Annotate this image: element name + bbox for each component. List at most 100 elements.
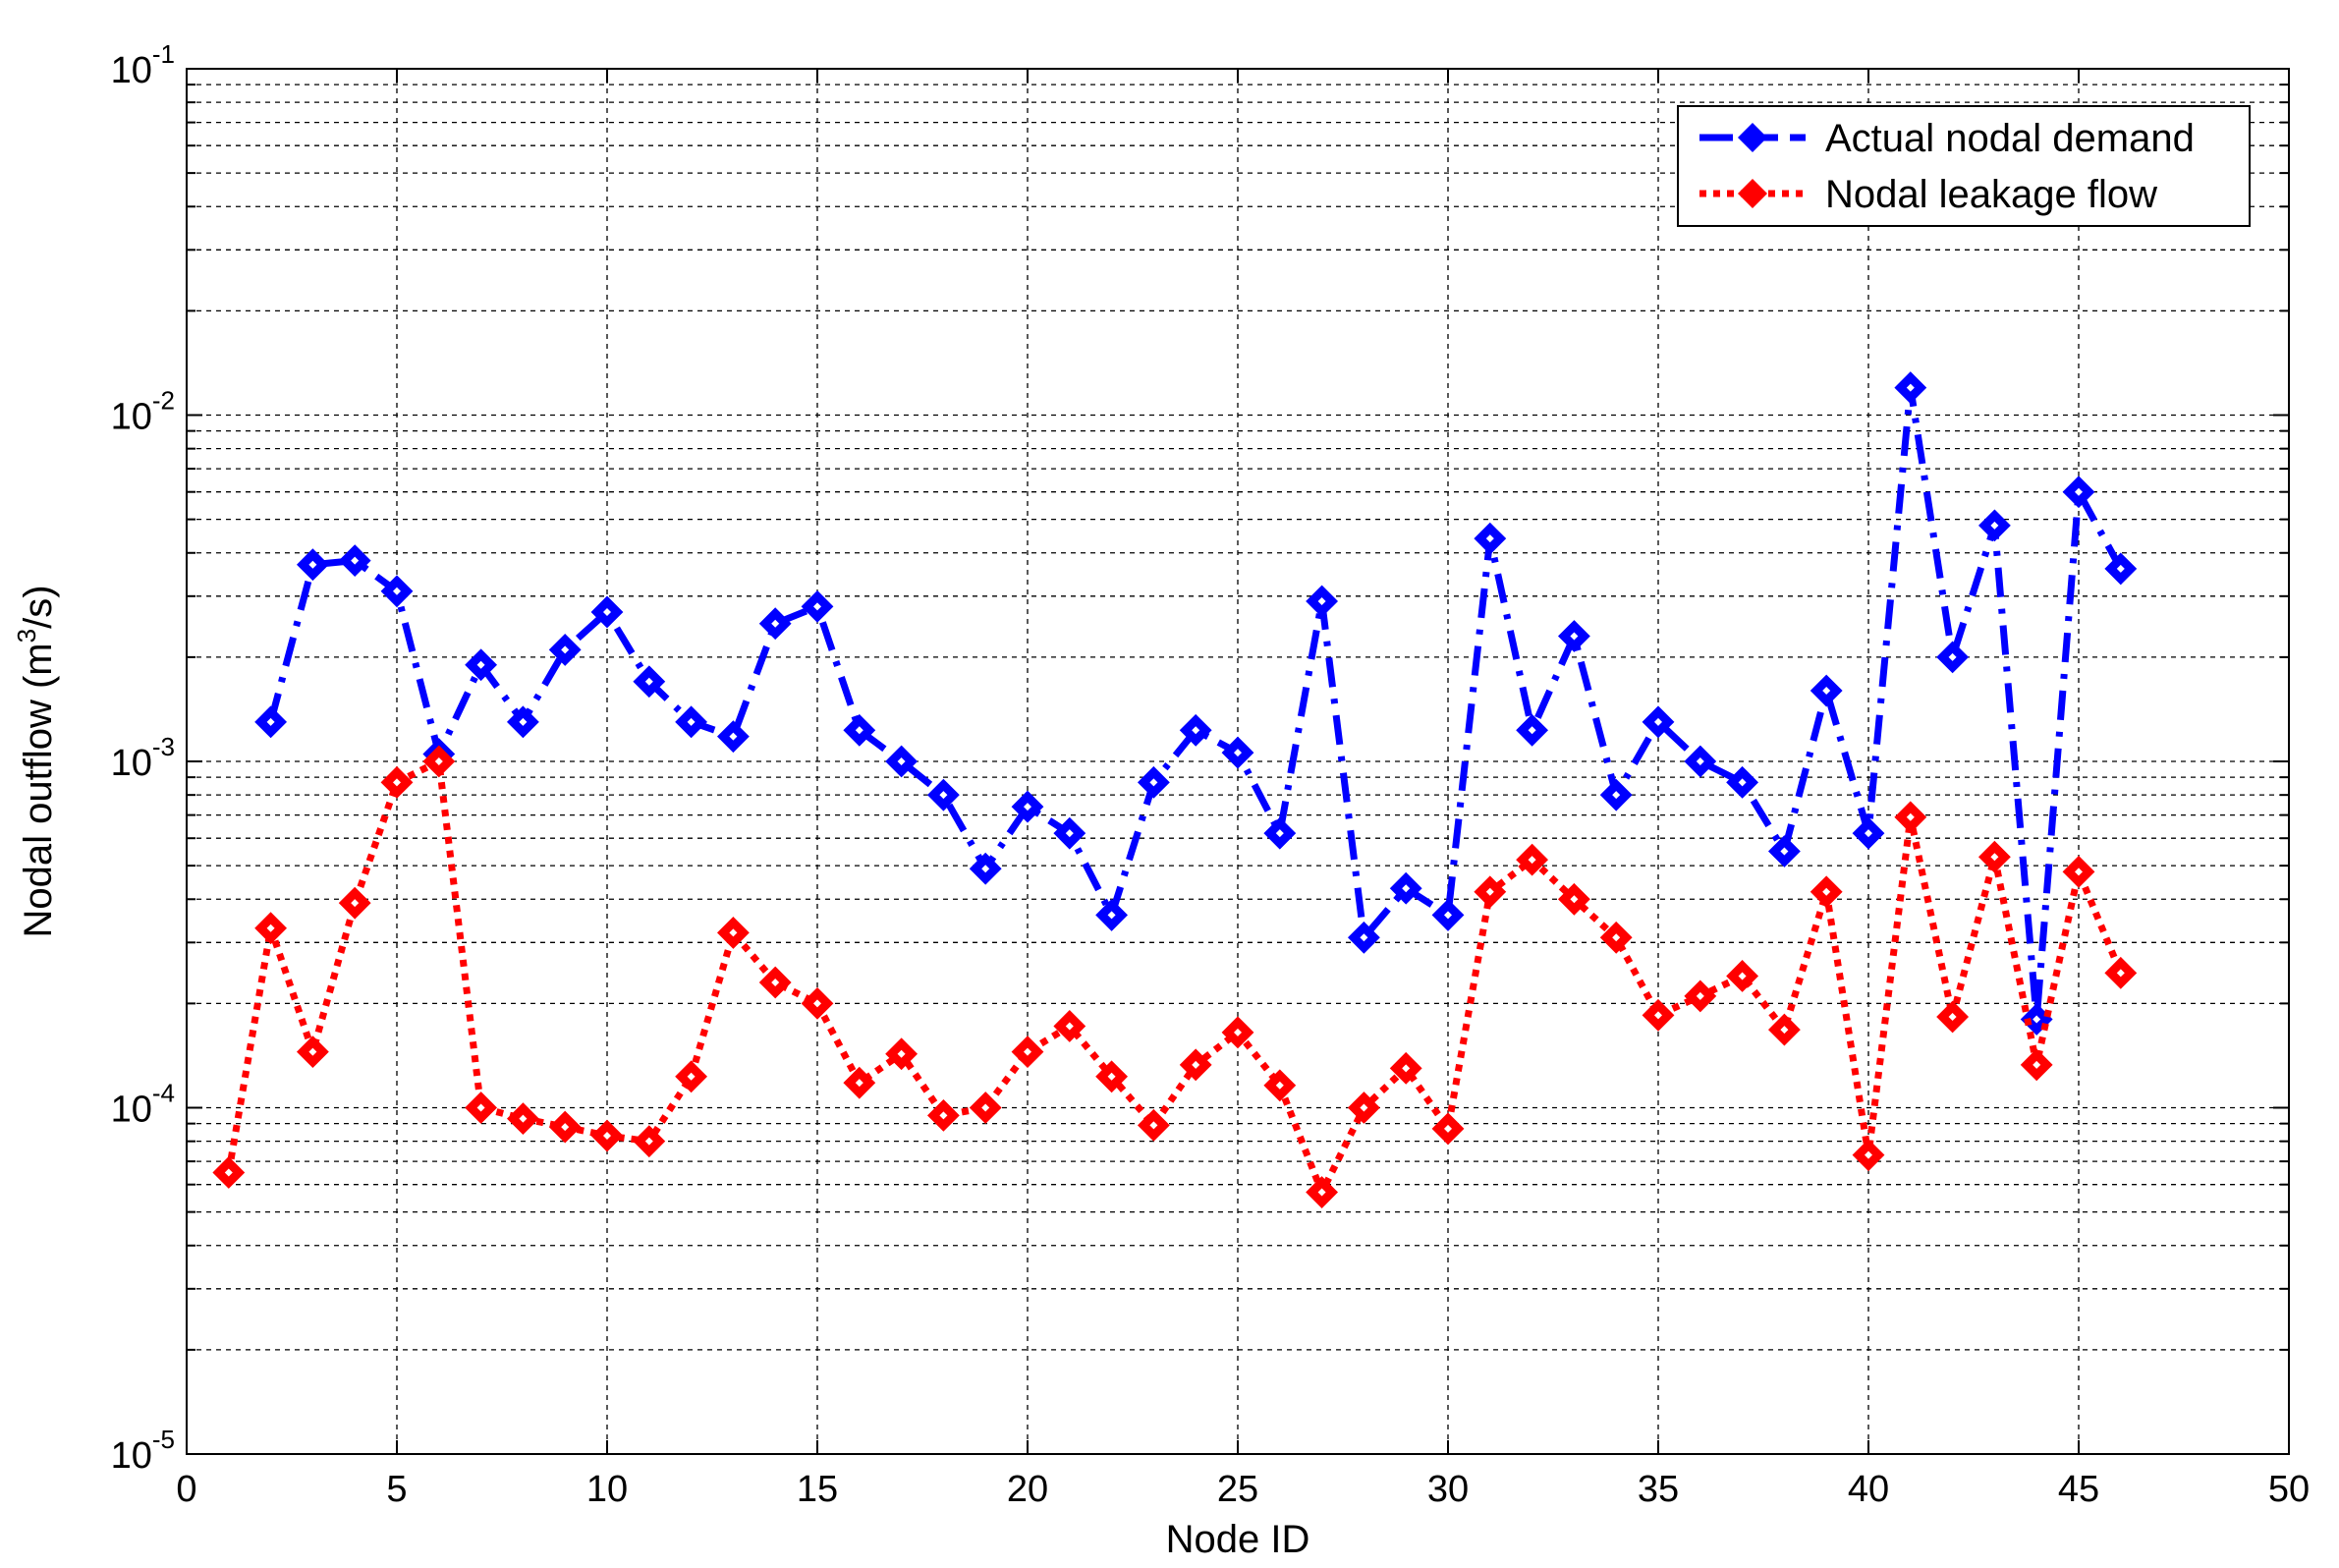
y-axis-label: Nodal outflow (m3/s): [12, 585, 60, 937]
x-tick-label: 45: [2058, 1469, 2099, 1510]
data-point-center: [476, 1103, 485, 1112]
series-layer: [212, 371, 2138, 1208]
data-point-center: [224, 1168, 233, 1177]
data-point-center: [1780, 1026, 1789, 1035]
data-point-center: [1990, 853, 1999, 862]
legend-entry-leakage-flow: Nodal leakage flow: [1825, 173, 2157, 216]
legend-entry-actual-demand: Actual nodal demand: [1825, 117, 2195, 160]
data-point-center: [1570, 895, 1579, 904]
y-axis-label-suffix: /s): [17, 585, 60, 628]
legend: Actual nodal demand Nodal leakage flow: [1677, 105, 2251, 227]
data-point-center: [1780, 847, 1789, 856]
data-point-center: [729, 732, 738, 741]
data-point-center: [1948, 652, 1957, 661]
y-tick-label: 10-3: [111, 732, 175, 784]
data-point-center: [2033, 1060, 2041, 1069]
data-point-center: [561, 1123, 570, 1132]
series-leakage-flow: [212, 745, 2138, 1208]
data-point-center: [1402, 1064, 1411, 1073]
data-point-center: [1275, 829, 1284, 838]
data-point-center: [1149, 1121, 1158, 1130]
data-point-center: [603, 1132, 611, 1141]
y-tick-label-base: 10: [111, 1435, 152, 1477]
data-point-center: [729, 928, 738, 937]
data-point-center: [1192, 726, 1200, 735]
data-point-center: [351, 556, 360, 565]
data-point-center: [1738, 778, 1747, 787]
data-point-center: [1528, 856, 1536, 865]
data-point-center: [1865, 829, 1872, 838]
data-point-center: [2116, 969, 2125, 978]
data-point-center: [351, 899, 360, 908]
legend-box: [1677, 105, 2251, 227]
data-point-center: [1275, 1081, 1284, 1090]
data-point-center: [1317, 1188, 1326, 1197]
data-point-center: [687, 717, 696, 726]
data-point-center: [1360, 1103, 1368, 1112]
data-point-center: [1192, 1060, 1200, 1069]
y-tick-label: 10-1: [111, 39, 175, 91]
data-point-center: [981, 865, 990, 873]
x-tick-label: 30: [1427, 1469, 1469, 1510]
data-point-center: [1444, 1124, 1452, 1133]
y-tick-label-base: 10: [111, 397, 152, 438]
data-point-center: [939, 1111, 948, 1120]
data-point-center: [1654, 717, 1662, 726]
data-point-center: [393, 778, 401, 787]
data-point-center: [1065, 1022, 1074, 1031]
data-point-center: [1024, 1047, 1031, 1056]
data-point-center: [1822, 887, 1831, 896]
series-actual-demand: [254, 371, 2138, 1036]
data-point-center: [308, 1047, 317, 1056]
data-point-center: [1444, 911, 1452, 920]
data-point-center: [1696, 757, 1704, 765]
data-point-center: [1065, 829, 1074, 838]
data-point-center: [1570, 632, 1579, 641]
x-tick-label: 15: [797, 1469, 838, 1510]
x-tick-label: 25: [1217, 1469, 1258, 1510]
data-point-center: [603, 607, 611, 616]
ticks: [186, 68, 2290, 1455]
data-point-center: [644, 677, 653, 686]
data-point-center: [813, 602, 821, 611]
data-point-center: [393, 587, 401, 595]
data-point-center: [1149, 778, 1158, 787]
data-point-center: [855, 726, 863, 735]
data-point-center: [266, 924, 275, 932]
data-point-center: [1360, 933, 1368, 942]
x-tick-label: 5: [386, 1469, 407, 1510]
data-point-center: [1865, 1150, 1872, 1159]
data-point-center: [308, 560, 317, 569]
series-line: [267, 384, 2124, 1023]
data-point-center: [1107, 1072, 1116, 1081]
data-point-center: [1906, 383, 1915, 392]
data-point-center: [771, 619, 780, 628]
data-point-center: [981, 1103, 990, 1112]
data-point-center: [1948, 1012, 1957, 1021]
data-point-center: [1822, 687, 1831, 696]
x-tick-label: 50: [2268, 1469, 2310, 1510]
y-tick-label-exp: -1: [152, 39, 175, 69]
data-point-center: [1906, 812, 1915, 821]
y-tick-label-exp: -2: [152, 386, 175, 416]
x-tick-label: 35: [1638, 1469, 1679, 1510]
data-point-center: [476, 660, 485, 669]
data-point-center: [1234, 1028, 1242, 1036]
data-point-center: [771, 978, 780, 986]
data-point-center: [1107, 911, 1116, 920]
data-point-center: [939, 791, 948, 800]
data-point-center: [1402, 884, 1411, 893]
data-point-center: [561, 645, 570, 654]
y-tick-label-base: 10: [111, 1090, 152, 1131]
data-point-center: [1654, 1011, 1662, 1020]
data-point-center: [2116, 564, 2125, 573]
y-axis-label-sup: 3: [12, 629, 41, 643]
data-point-center: [644, 1137, 653, 1146]
data-point-center: [897, 757, 906, 765]
data-point-center: [1317, 597, 1326, 606]
data-point-center: [1528, 726, 1536, 735]
y-tick-label-base: 10: [111, 743, 152, 784]
x-tick-label: 10: [586, 1469, 628, 1510]
